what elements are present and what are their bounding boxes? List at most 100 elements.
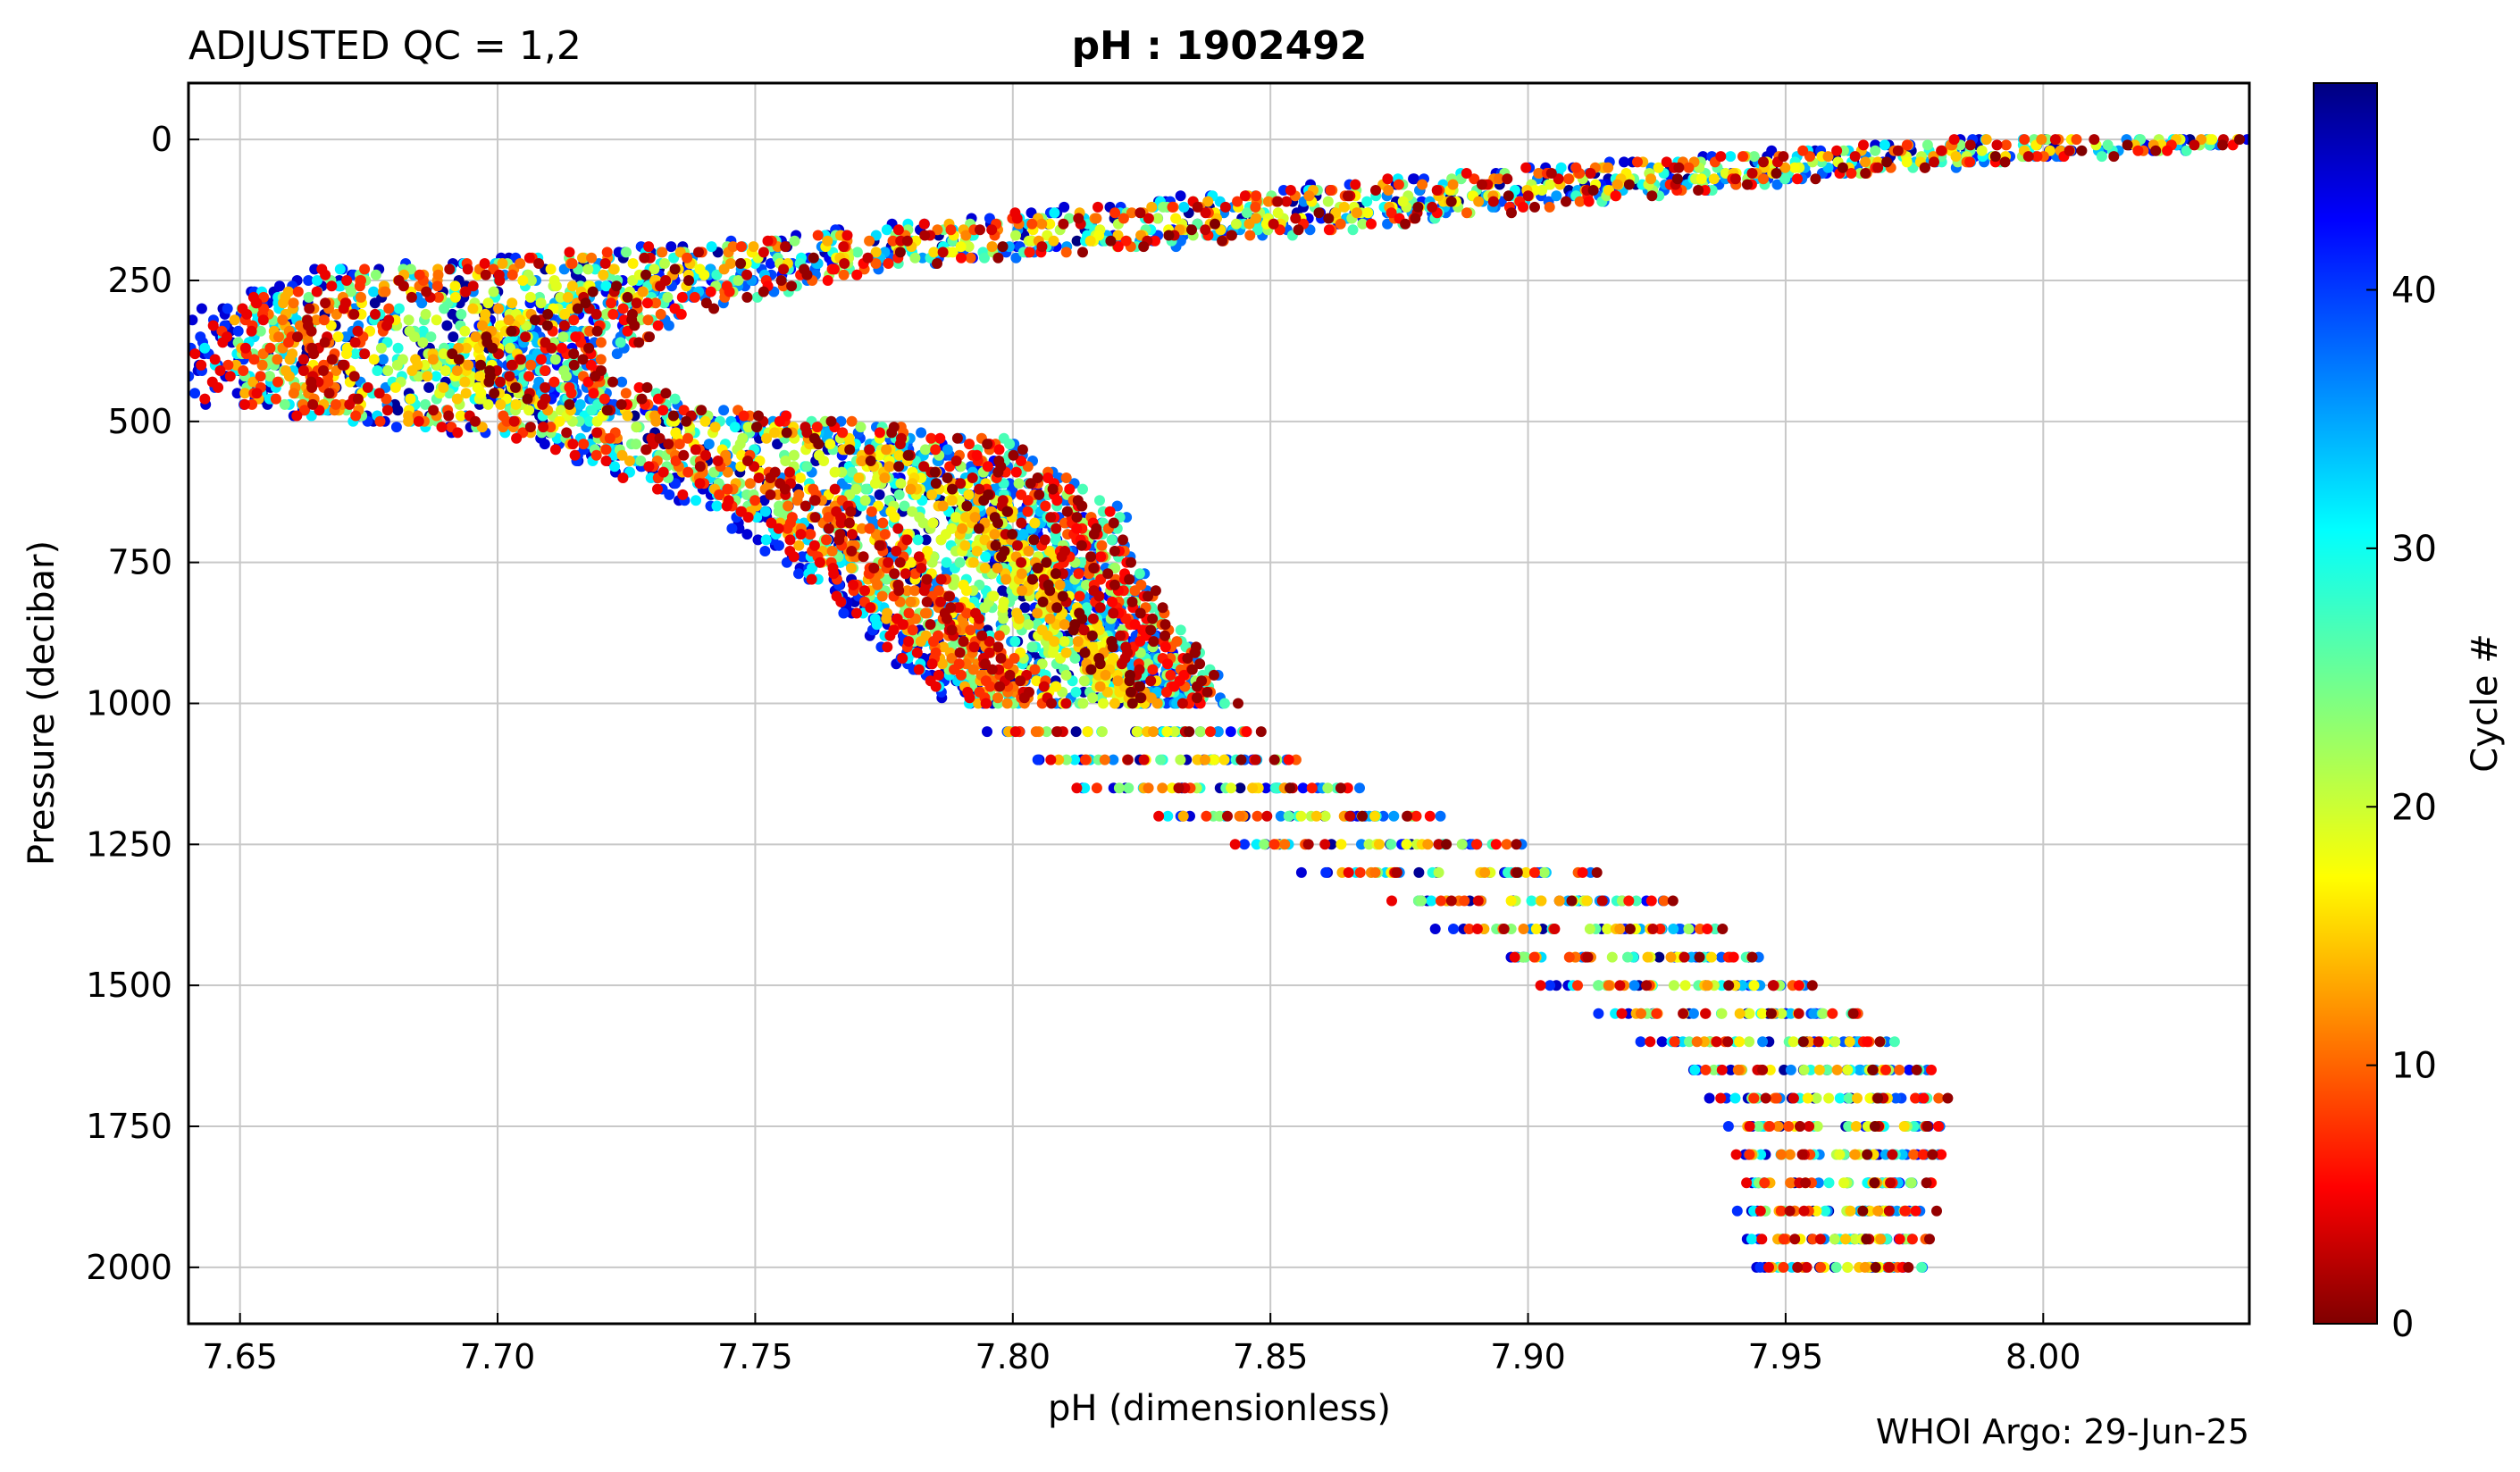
data-point — [919, 444, 931, 456]
data-point — [1823, 1092, 1835, 1104]
data-point — [881, 224, 892, 236]
data-point — [622, 410, 633, 422]
data-point — [1049, 636, 1060, 648]
data-point — [1628, 980, 1640, 991]
data-point — [1053, 754, 1065, 765]
data-point — [1352, 207, 1362, 219]
data-point — [851, 247, 863, 258]
data-point — [1295, 810, 1307, 822]
data-point — [1636, 1008, 1646, 1019]
data-point — [2300, 134, 2311, 145]
data-point — [912, 534, 924, 546]
data-point — [825, 439, 836, 450]
data-point — [1691, 1036, 1703, 1048]
data-point — [311, 314, 322, 326]
data-point — [584, 415, 595, 427]
data-point — [1894, 1064, 1905, 1075]
data-point — [988, 590, 1000, 602]
data-point — [1642, 951, 1653, 963]
data-point — [1310, 810, 1322, 822]
data-point — [1778, 1234, 1789, 1245]
data-point — [909, 585, 920, 597]
data-point — [659, 258, 670, 269]
data-point — [795, 473, 806, 483]
data-point — [616, 449, 628, 461]
data-point — [1019, 602, 1031, 614]
data-point — [595, 337, 607, 348]
data-point — [1787, 1036, 1799, 1048]
data-point — [925, 432, 937, 444]
data-point — [1013, 478, 1025, 489]
data-point — [893, 449, 905, 461]
data-point — [853, 473, 865, 483]
data-point — [188, 371, 195, 382]
data-point — [438, 381, 449, 393]
data-point — [1388, 810, 1400, 822]
data-point — [935, 534, 947, 546]
data-point — [772, 489, 783, 500]
data-point — [1106, 534, 1118, 546]
data-point — [822, 235, 833, 247]
data-point — [1060, 647, 1072, 658]
data-point — [1036, 218, 1048, 230]
data-point — [1131, 726, 1143, 738]
data-point — [1357, 218, 1369, 230]
data-point — [264, 371, 275, 382]
data-point — [1435, 810, 1446, 822]
data-point — [1844, 1036, 1855, 1048]
data-point — [748, 241, 759, 253]
data-point — [375, 342, 387, 354]
data-point — [955, 241, 967, 253]
data-point — [312, 275, 322, 286]
data-point — [1100, 669, 1111, 681]
data-point — [818, 456, 830, 466]
data-point — [866, 506, 877, 517]
data-point — [409, 331, 421, 343]
data-point — [1000, 573, 1012, 585]
data-point — [273, 331, 284, 343]
data-point — [255, 325, 266, 337]
data-point — [674, 439, 685, 450]
data-point — [1147, 664, 1159, 675]
data-point — [1079, 782, 1091, 794]
data-point — [238, 365, 249, 376]
data-point — [1807, 1234, 1819, 1245]
data-point — [331, 398, 341, 410]
data-point — [738, 410, 749, 422]
data-point — [1026, 641, 1038, 653]
data-point — [1705, 951, 1717, 963]
data-point — [691, 495, 701, 506]
data-point — [545, 422, 557, 433]
data-point — [1729, 1092, 1741, 1104]
data-point — [1785, 1064, 1796, 1075]
data-point — [963, 241, 975, 253]
data-point — [459, 376, 471, 388]
data-point — [722, 466, 733, 478]
data-point — [670, 478, 682, 489]
data-point — [1545, 179, 1556, 190]
data-point — [1074, 590, 1085, 602]
data-point — [2132, 145, 2144, 156]
data-point — [549, 354, 561, 365]
data-point — [1544, 201, 1555, 213]
data-point — [568, 314, 580, 326]
data-point — [1823, 1177, 1835, 1189]
data-point — [1899, 1205, 1911, 1217]
data-point — [1669, 1036, 1680, 1048]
data-point — [2096, 151, 2107, 163]
data-point — [893, 489, 905, 500]
data-point — [578, 439, 590, 450]
data-point — [1448, 924, 1459, 934]
data-point — [1209, 754, 1220, 765]
data-point — [870, 258, 882, 269]
data-point — [663, 320, 674, 331]
data-point — [772, 439, 783, 450]
data-point — [1822, 151, 1834, 163]
data-point — [932, 224, 943, 236]
data-point — [1013, 613, 1025, 624]
data-point — [359, 263, 371, 275]
data-point — [1290, 754, 1302, 765]
data-point — [438, 348, 449, 360]
data-point — [383, 303, 395, 314]
data-point — [961, 607, 973, 619]
